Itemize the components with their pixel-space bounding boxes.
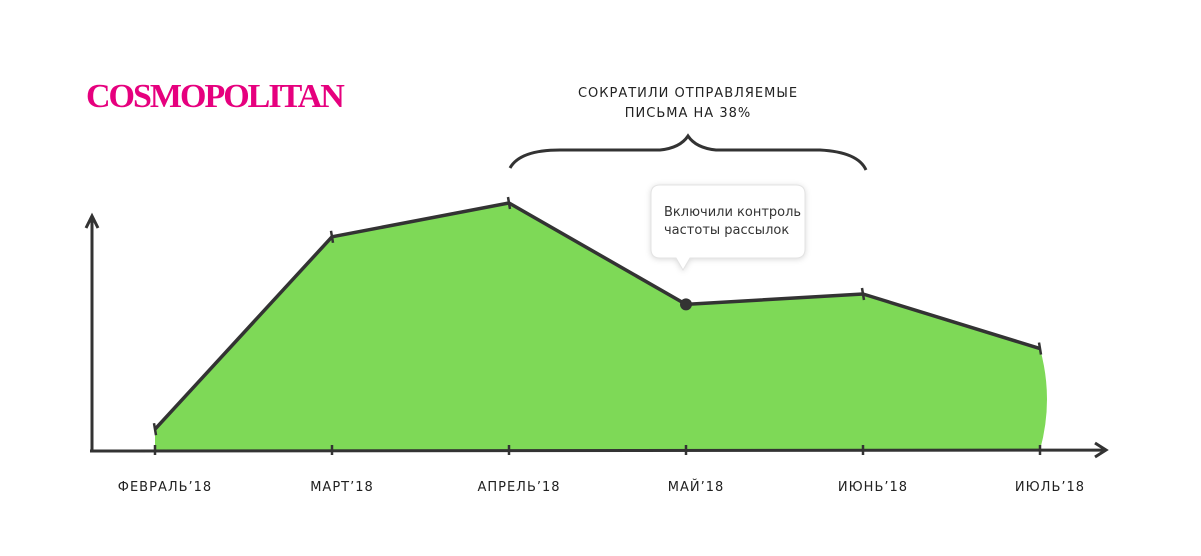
callout-text: Включили контроль	[664, 205, 801, 220]
point-tick	[506, 196, 512, 210]
point-tick	[329, 230, 335, 244]
x-tick-label: МАРТ’18	[310, 480, 374, 495]
x-tick-label: АПРЕЛЬ’18	[477, 480, 560, 495]
x-tick-label: ФЕВРАЛЬ’18	[118, 480, 212, 495]
line	[153, 201, 1041, 431]
point-tick	[1037, 342, 1043, 355]
x-axis	[89, 441, 1109, 459]
x-tick-label: ИЮЛЬ’18	[1015, 480, 1085, 495]
x-tick-label: МАЙ’18	[668, 479, 725, 495]
point-tick	[152, 422, 158, 436]
brand-logo: COSMOPOLITAN	[86, 78, 345, 115]
point-tick	[860, 287, 866, 301]
annotation: СОКРАТИЛИ ОТПРАВЛЯЕМЫЕ	[578, 86, 798, 101]
callout-box	[650, 184, 806, 271]
point-marker	[680, 298, 692, 311]
callout-text: частоты рассылок	[664, 223, 789, 238]
brace	[508, 133, 868, 171]
y-axis	[84, 212, 100, 452]
annotation: ПИСЬМА НА 38%	[625, 106, 751, 121]
area	[155, 203, 1047, 450]
plot	[152, 196, 1047, 450]
callout: Включили контроль частоты рассылок	[650, 184, 806, 271]
x-tick-label: ИЮНЬ’18	[838, 480, 908, 495]
